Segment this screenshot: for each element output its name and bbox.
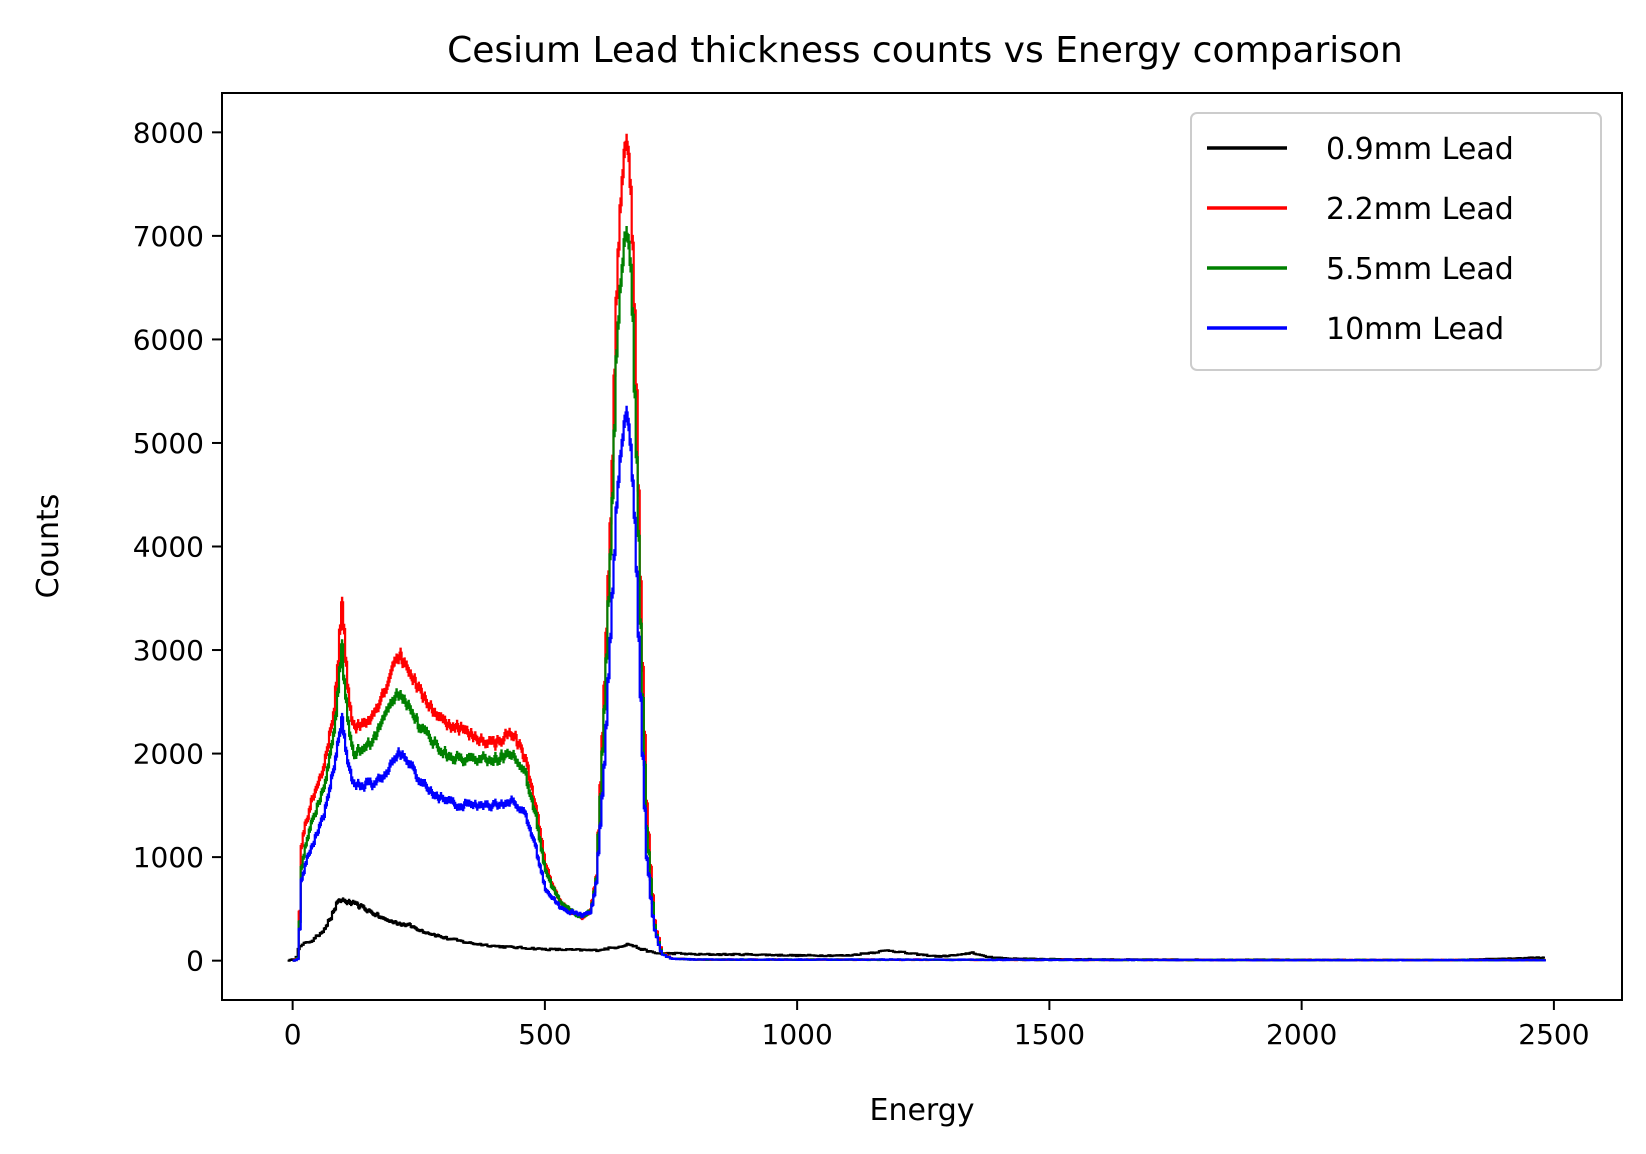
legend-label: 2.2mm Lead	[1326, 192, 1514, 227]
y-tick-label: 3000	[133, 634, 204, 667]
y-tick-label: 4000	[133, 531, 204, 564]
plot-series	[287, 133, 1546, 962]
y-tick-label: 7000	[133, 220, 204, 253]
legend-box	[1190, 112, 1602, 371]
y-tick-label: 2000	[133, 738, 204, 771]
x-axis: 0 500 1000 1500 2000 2500	[284, 1000, 1590, 1051]
series-4	[292, 405, 1546, 962]
x-tick-label: 1000	[762, 1018, 833, 1051]
x-tick-label: 1500	[1014, 1018, 1085, 1051]
y-axis: 0 1000 2000 3000 4000 5000 6000 7000 8000	[133, 116, 222, 978]
y-tick-label: 5000	[133, 427, 204, 460]
legend: 0.9mm Lead 2.2mm Lead 5.5mm Lead 10mm Lead	[1190, 112, 1602, 371]
chart-title: Cesium Lead thickness counts vs Energy c…	[447, 30, 1403, 71]
series-error-bars	[292, 405, 1546, 961]
x-tick-label: 2500	[1518, 1018, 1589, 1051]
y-tick-label: 1000	[133, 841, 204, 874]
y-axis-label: Counts	[31, 494, 66, 599]
legend-label: 5.5mm Lead	[1326, 252, 1514, 287]
legend-label: 10mm Lead	[1326, 312, 1504, 347]
x-axis-label: Energy	[869, 1093, 974, 1128]
x-tick-label: 2000	[1266, 1018, 1337, 1051]
legend-label: 0.9mm Lead	[1326, 132, 1514, 167]
x-tick-label: 500	[518, 1018, 571, 1051]
y-tick-label: 0	[186, 945, 204, 978]
y-tick-label: 8000	[133, 116, 204, 149]
y-tick-label: 6000	[133, 323, 204, 356]
x-tick-label: 0	[284, 1018, 302, 1051]
